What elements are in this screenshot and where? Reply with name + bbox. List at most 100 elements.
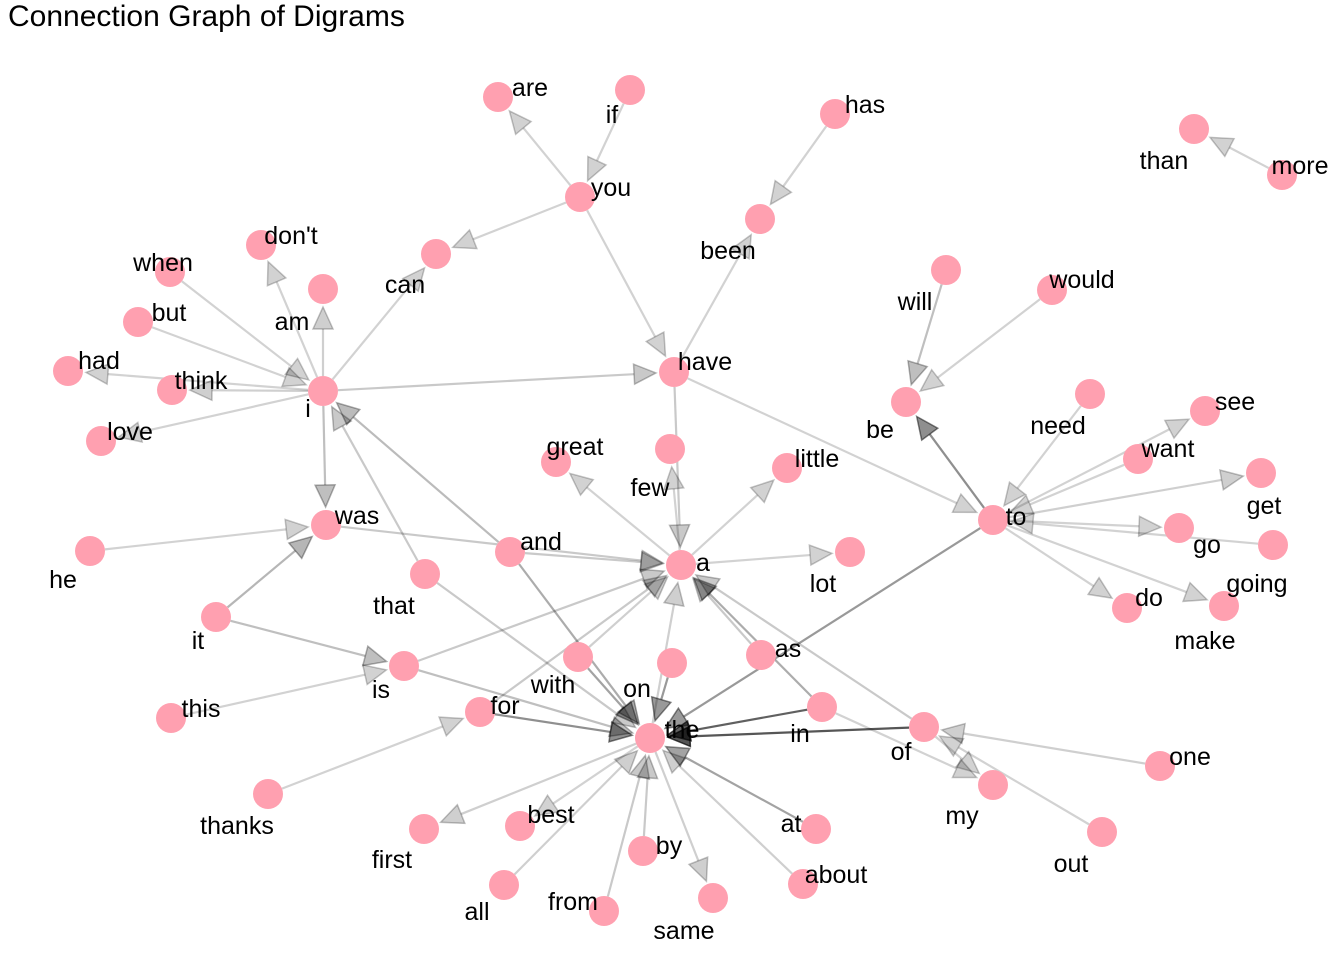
node-need (1075, 379, 1105, 409)
node-at (801, 814, 831, 844)
edge-on-the (650, 677, 673, 723)
edge-it-is (230, 619, 389, 667)
node-with (563, 642, 593, 672)
edge-line (151, 326, 286, 379)
edge-from-the (606, 753, 651, 897)
node-lot (835, 537, 865, 567)
edge-arrowhead (311, 305, 335, 330)
node-label-one: one (1169, 743, 1211, 771)
edge-arrowhead (1009, 512, 1035, 535)
edge-line (606, 776, 641, 897)
chart-title: Connection Graph of Digrams (8, 0, 405, 33)
edge-arrowhead (361, 663, 389, 686)
edge-line (418, 669, 612, 728)
edge-arrowhead (266, 259, 288, 287)
edge-is-a (417, 568, 666, 662)
edge-arrowhead (335, 401, 362, 427)
edge-line (691, 494, 759, 556)
edge-as-a (691, 577, 752, 645)
node-been (745, 204, 775, 234)
node-all (489, 870, 519, 900)
edge-line (928, 433, 985, 509)
edge-to-get (1007, 469, 1246, 519)
edge-he-was (104, 518, 310, 551)
edge-will-be (907, 284, 943, 387)
node-want (1123, 444, 1153, 474)
edge-arrowhead (1007, 493, 1035, 515)
edge-of-my (934, 735, 981, 775)
edge-by-the (636, 754, 659, 837)
edge-about-the (661, 749, 793, 875)
node-to (978, 505, 1008, 535)
edge-arrowhead (662, 580, 685, 608)
node-is (389, 651, 419, 681)
edge-arrowhead (939, 722, 967, 745)
node-label-but: but (152, 299, 187, 327)
node-label-more: more (1272, 152, 1329, 180)
edge-and-a (524, 550, 665, 574)
edge-arrowhead (330, 405, 353, 433)
edge-arrowhead (951, 757, 979, 779)
node-label-lot: lot (810, 570, 836, 598)
edge-need-to (1002, 405, 1082, 508)
edge-line (587, 667, 625, 709)
edge-i-have (337, 363, 658, 392)
edge-arrowhead (632, 363, 658, 386)
node-label-if: if (606, 101, 619, 129)
edge-is-the (418, 669, 635, 738)
edge-you-have (586, 209, 667, 358)
edge-line (275, 281, 319, 378)
edge-arrowhead (313, 484, 337, 509)
edge-line (1228, 146, 1270, 170)
edge-line (340, 525, 642, 562)
node-you (565, 182, 595, 212)
edge-it-was (226, 535, 314, 609)
edge-arrowhead (607, 715, 635, 738)
edge-line (1032, 522, 1259, 545)
edge-if-you (586, 103, 625, 183)
edge-a-great (568, 472, 671, 557)
edge-line (1016, 405, 1082, 489)
edge-arrowhead (1163, 418, 1191, 440)
node-label-had: had (78, 347, 120, 375)
edge-have-been (680, 233, 753, 360)
node-label-is: is (372, 676, 390, 704)
edge-when-i (181, 280, 311, 382)
edge-line (494, 713, 611, 734)
node-label-the: the (665, 716, 700, 744)
node-label-all: all (464, 898, 489, 926)
edge-line (211, 389, 309, 393)
node-label-thanks: thanks (200, 812, 274, 840)
edge-line (522, 127, 572, 187)
edge-line (337, 373, 635, 392)
edge-line (937, 298, 1041, 379)
edge-arrowhead (533, 793, 561, 817)
edge-line (460, 742, 637, 816)
edge-line (782, 125, 828, 188)
edge-line (586, 209, 657, 338)
node-label-don-t: don't (264, 222, 317, 250)
edge-of-the (666, 725, 910, 748)
node-love (86, 426, 116, 456)
edge-arrowhead (639, 550, 665, 574)
node-a (666, 550, 696, 580)
node-label-for: for (490, 692, 519, 720)
edge-arrowhead (954, 750, 981, 775)
edge-line (181, 280, 293, 368)
edge-arrowhead (568, 472, 595, 497)
edge-line (957, 746, 1090, 826)
node-label-great: great (547, 433, 604, 461)
edge-has-been (769, 125, 828, 206)
edge-all-the (513, 749, 639, 876)
edge-line (683, 527, 981, 718)
edge-arrowhead (691, 577, 717, 603)
edge-line (1005, 428, 1170, 515)
edge-i-think (188, 379, 309, 402)
edge-arrowhead (662, 465, 685, 491)
node-label-has: has (845, 91, 885, 119)
edge-arrowhead (616, 698, 641, 726)
edge-i-love (116, 393, 309, 443)
node-are (483, 82, 513, 112)
edge-arrowhead (664, 745, 692, 768)
